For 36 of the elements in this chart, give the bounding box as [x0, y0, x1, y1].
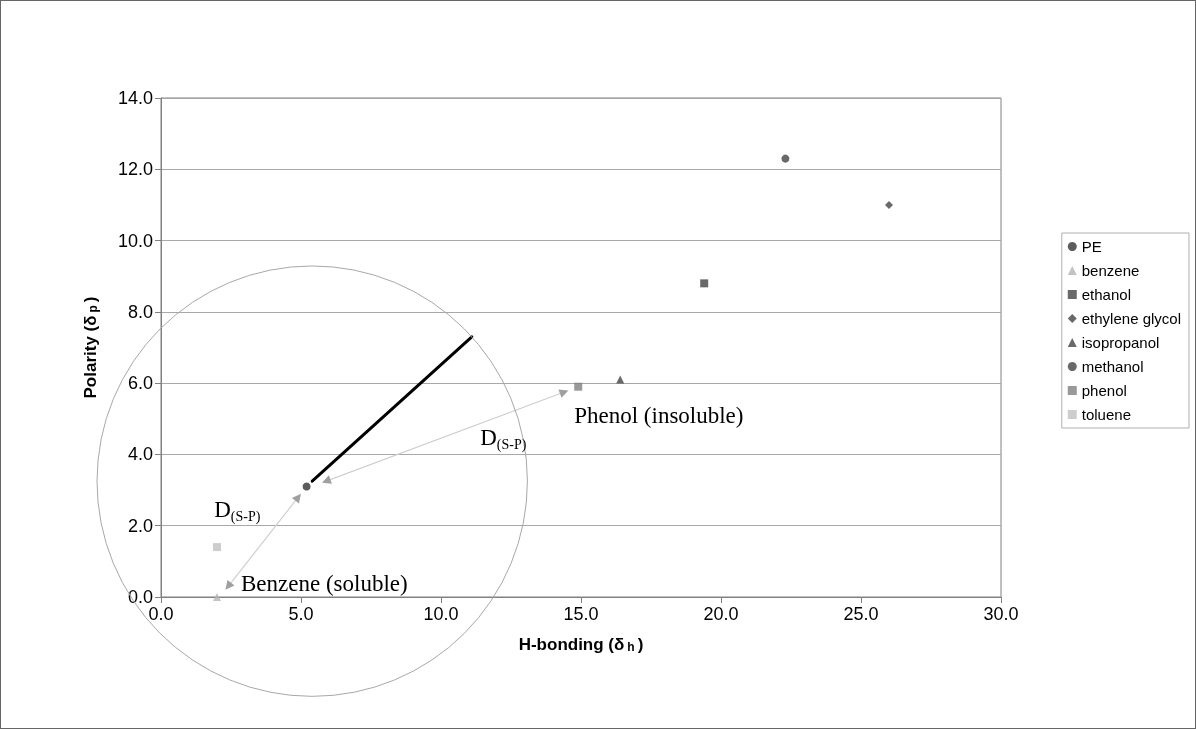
point — [213, 543, 221, 552]
annotation: Benzene (soluble) — [241, 571, 408, 596]
x-tick-label: 15.0 — [563, 604, 599, 624]
y-tick-label: 4.0 — [127, 444, 153, 465]
legend-label: ethanol — [1081, 286, 1131, 303]
y-tick-label: 8.0 — [127, 301, 153, 322]
y-axis-title: Polarity (δp) — [80, 296, 100, 399]
legend-label: isopropanol — [1081, 334, 1160, 351]
legend-label: methanol — [1081, 358, 1144, 375]
x-tick-label: 10.0 — [423, 604, 459, 624]
legend-label: benzene — [1081, 262, 1140, 279]
legend-label: ethylene glycol — [1081, 310, 1182, 327]
point — [885, 200, 893, 209]
x-tick-label: 5.0 — [288, 604, 314, 624]
legend-label: PE — [1081, 238, 1102, 255]
annotation: D$_{(S-P)}$ — [214, 497, 261, 526]
point — [302, 482, 311, 491]
point — [213, 593, 221, 601]
y-tick-label: 14.0 — [117, 88, 153, 108]
y-tick-label: 2.0 — [127, 515, 153, 536]
point — [781, 154, 790, 163]
point — [616, 375, 625, 384]
annotation: D$_{(S-P)}$ — [480, 425, 527, 454]
x-tick-label: 25.0 — [843, 604, 879, 624]
y-tick-label: 0.0 — [127, 587, 153, 607]
x-tick-label: 30.0 — [983, 604, 1019, 624]
point — [700, 279, 709, 288]
x-tick-label: 0.0 — [148, 604, 174, 624]
y-tick-label: 6.0 — [127, 373, 153, 394]
legend-label: toluene — [1081, 406, 1131, 423]
legend-label: phenol — [1081, 382, 1127, 399]
annotation: Phenol (insoluble) — [574, 402, 744, 428]
y-tick-label: 12.0 — [117, 159, 153, 180]
y-tick-label: 10.0 — [117, 230, 153, 251]
point — [574, 382, 583, 391]
x-tick-label: 20.0 — [703, 604, 739, 624]
